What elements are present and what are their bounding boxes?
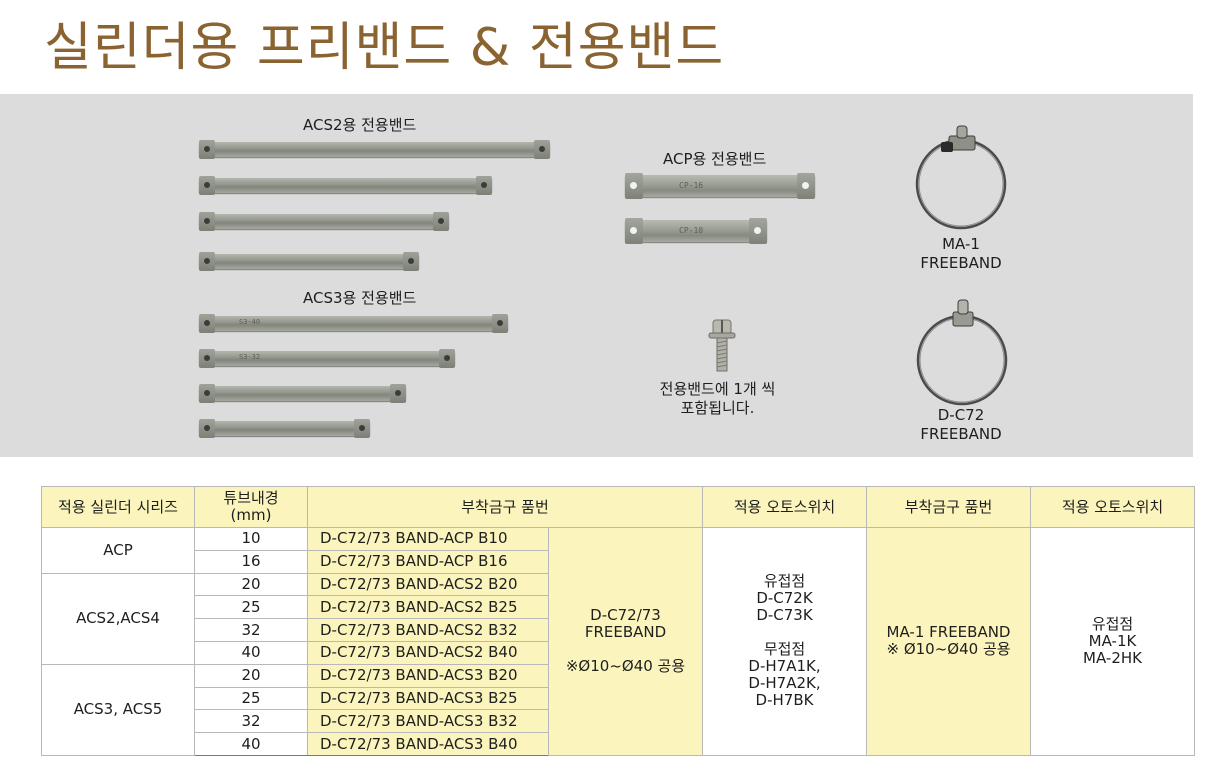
ma1-freeband-icon xyxy=(915,125,1007,230)
table-row: 40 D-C72/73 BAND-ACS3 B40 xyxy=(42,732,1195,756)
header-part-number: 부착금구 품번 xyxy=(306,486,704,528)
bore-cell: 25 xyxy=(194,686,308,711)
mounting-screw-icon xyxy=(708,319,736,372)
code-cell: D-C72/73 BAND-ACS3 B20 xyxy=(307,663,549,688)
acs2-band-25 xyxy=(199,212,449,231)
band-etching: S3-40 xyxy=(239,318,261,326)
table-row: 16 D-C72/73 BAND-ACP B16 xyxy=(42,549,1195,574)
auto-switch-cell-2: 유접점 MA-1K MA-2HK xyxy=(1030,527,1196,756)
code-cell: D-C72/73 BAND-ACP B10 xyxy=(307,527,549,551)
acs2-band-20 xyxy=(199,252,419,271)
ma1-freeband-cell-text: MA-1 FREEBAND ※ Ø10~Ø40 공용 xyxy=(886,623,1011,659)
acs3-band-32: S3-32 xyxy=(199,349,455,368)
auto-switch-cell-2-text: 유접점 MA-1K MA-2HK xyxy=(1083,614,1142,667)
screw-caption-text: 전용밴드에 1개 씩 포함됩니다. xyxy=(659,380,776,417)
spec-table: 적용 실린더 시리즈 튜브내경 (mm) 부착금구 품번 적용 오토스위치 부착… xyxy=(41,486,1196,756)
table-row: ACS3, ACS5 20 D-C72/73 BAND-ACS3 B20 xyxy=(41,663,1195,756)
code-cell: D-C72/73 BAND-ACS2 B40 xyxy=(307,640,549,665)
table-row: 25 D-C72/73 BAND-ACS2 B25 xyxy=(42,595,1195,620)
acp-band-10: CP-10 xyxy=(625,218,767,244)
acs3-band-20 xyxy=(199,419,370,438)
bore-cell: 32 xyxy=(194,709,308,734)
code-cell: D-C72/73 BAND-ACS2 B20 xyxy=(307,572,549,597)
band-etching: S3-32 xyxy=(239,353,261,361)
series-cell: ACP xyxy=(41,527,195,574)
acs3-band-25 xyxy=(199,384,406,403)
acs3-band-label: ACS3용 전용밴드 xyxy=(303,289,417,307)
dc72-caption-text: D-C72 FREEBAND xyxy=(920,406,1002,443)
band-etching: CP-10 xyxy=(679,226,704,235)
acs2-band-label: ACS2용 전용밴드 xyxy=(303,116,417,134)
header-auto-switch-2: 적용 오토스위치 xyxy=(1030,486,1196,528)
ma1-caption-text: MA-1 FREEBAND xyxy=(920,235,1002,272)
series-cell: ACS3, ACS5 xyxy=(41,663,195,756)
header-series: 적용 실린더 시리즈 xyxy=(41,486,195,528)
bore-cell: 20 xyxy=(194,663,308,688)
table-row: ACP 10 D-C72/73 BAND-ACP B10 D-C72/73 FR… xyxy=(41,527,1196,756)
table-row: 40 D-C72/73 BAND-ACS2 B40 xyxy=(42,640,1195,665)
header-bore: 튜브내경 (mm) xyxy=(194,486,308,528)
header-auto-switch: 적용 오토스위치 xyxy=(702,486,868,528)
freeband-cell-text: D-C72/73 FREEBAND ※Ø10~Ø40 공용 xyxy=(565,606,686,676)
bore-cell: 32 xyxy=(194,618,308,642)
bore-cell: 25 xyxy=(194,595,308,620)
bore-cell: 40 xyxy=(194,732,308,756)
acp-band-label: ACP용 전용밴드 xyxy=(663,150,767,168)
table-row: 32 D-C72/73 BAND-ACS2 B32 xyxy=(42,618,1195,642)
table-row: ACS2,ACS4 20 D-C72/73 BAND-ACS2 B20 xyxy=(41,572,1195,665)
acs3-band-40: S3-40 xyxy=(199,314,508,333)
ma1-caption: MA-1 FREEBAND xyxy=(912,235,1010,273)
code-cell: D-C72/73 BAND-ACS3 B32 xyxy=(307,709,549,734)
ma1-freeband-cell: MA-1 FREEBAND ※ Ø10~Ø40 공용 xyxy=(866,527,1032,756)
table-row: 25 D-C72/73 BAND-ACS3 B25 xyxy=(42,686,1195,711)
bore-cell: 16 xyxy=(194,549,308,574)
code-cell: D-C72/73 BAND-ACS2 B32 xyxy=(307,618,549,642)
acs2-band-40 xyxy=(199,140,550,159)
page-title: 실린더용 프리밴드 & 전용밴드 xyxy=(44,18,725,78)
code-cell: D-C72/73 BAND-ACS3 B25 xyxy=(307,686,549,711)
auto-switch-cell-text: 유접점 D-C72K D-C73K 무접점 D-H7A1K, D-H7A2K, … xyxy=(748,572,821,710)
bore-cell: 10 xyxy=(194,527,308,551)
product-photo: ACS2용 전용밴드 ACS3용 전용밴드 S3-40 S3-32 ACP용 전… xyxy=(0,94,1193,457)
dc72-caption: D-C72 FREEBAND xyxy=(912,406,1010,444)
acs2-band-32 xyxy=(199,176,492,195)
freeband-cell: D-C72/73 FREEBAND ※Ø10~Ø40 공용 xyxy=(547,527,704,756)
code-cell: D-C72/73 BAND-ACS2 B25 xyxy=(307,595,549,620)
code-cell: D-C72/73 BAND-ACP B16 xyxy=(307,549,549,574)
header-bore-text: 튜브내경 (mm) xyxy=(223,489,279,524)
bore-cell: 20 xyxy=(194,572,308,597)
bore-cell: 40 xyxy=(194,640,308,665)
header-part-number-2: 부착금구 품번 xyxy=(866,486,1032,528)
dc72-freeband-icon xyxy=(916,299,1008,406)
band-etching: CP-16 xyxy=(679,181,704,190)
screw-caption: 전용밴드에 1개 씩 포함됩니다. xyxy=(655,380,780,418)
table-header-row: 적용 실린더 시리즈 튜브내경 (mm) 부착금구 품번 적용 오토스위치 부착… xyxy=(41,486,1196,528)
code-cell: D-C72/73 BAND-ACS3 B40 xyxy=(307,732,549,756)
series-cell: ACS2,ACS4 xyxy=(41,572,195,665)
acp-band-16: CP-16 xyxy=(625,173,815,199)
table-row: 32 D-C72/73 BAND-ACS3 B32 xyxy=(42,709,1195,734)
auto-switch-cell: 유접점 D-C72K D-C73K 무접점 D-H7A1K, D-H7A2K, … xyxy=(702,527,868,756)
